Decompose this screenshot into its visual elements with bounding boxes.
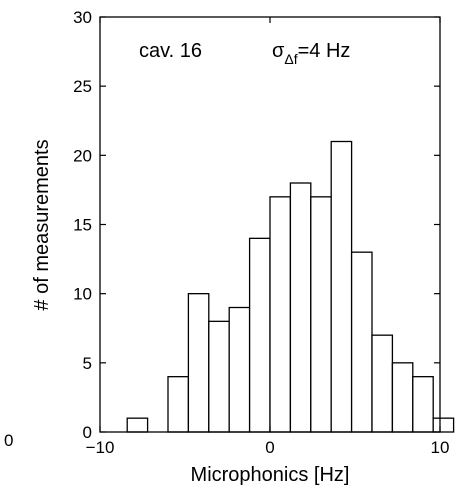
histogram-bar-12	[371, 334, 394, 433]
histogram-bar-14	[412, 376, 434, 433]
histogram-bar-4	[208, 320, 230, 433]
sigma-label: σΔf=4 Hz	[272, 40, 350, 67]
left-margin-tick-label: 0	[4, 431, 13, 450]
chart-annotation: cav. 16 σΔf=4 Hz	[139, 40, 350, 67]
histogram-bar-2	[167, 376, 190, 433]
x-tick-label: −10	[86, 438, 115, 457]
sigma-subscript: Δf	[284, 51, 297, 67]
histogram-bar-13	[391, 362, 414, 433]
y-tick-label: 0	[83, 423, 92, 442]
histogram-bar-3	[187, 293, 210, 433]
histogram-bars	[126, 140, 455, 433]
histogram-bar-5	[228, 306, 251, 433]
histogram-bar-7	[269, 196, 292, 433]
sigma-symbol: σ	[272, 40, 285, 62]
x-tick-label: 10	[431, 438, 450, 457]
y-tick-label: 30	[73, 8, 92, 27]
histogram-bar-9	[310, 196, 332, 433]
histogram-bar-6	[248, 237, 271, 433]
histogram-bar-15	[432, 417, 455, 433]
y-tick-label: 10	[73, 285, 92, 304]
y-axis-ticks: 0 5 10 15 20 25 30	[73, 8, 440, 442]
y-tick-label: 25	[73, 77, 92, 96]
x-axis-title: Microphonics [Hz]	[191, 464, 350, 486]
y-tick-label: 5	[83, 354, 92, 373]
y-tick-label: 15	[73, 216, 92, 235]
x-tick-label: 0	[265, 438, 274, 457]
cavity-label: cav. 16	[139, 40, 202, 62]
sigma-value: =4 Hz	[298, 40, 351, 62]
y-tick-label: 20	[73, 146, 92, 165]
histogram-bar-11	[350, 251, 373, 433]
y-axis-title: # of measurements	[31, 139, 53, 310]
x-axis-ticks: −10 0 10	[86, 17, 450, 457]
histogram-bar-10	[330, 140, 353, 433]
histogram-bar-0	[126, 417, 149, 433]
histogram-bar-8	[289, 182, 312, 433]
